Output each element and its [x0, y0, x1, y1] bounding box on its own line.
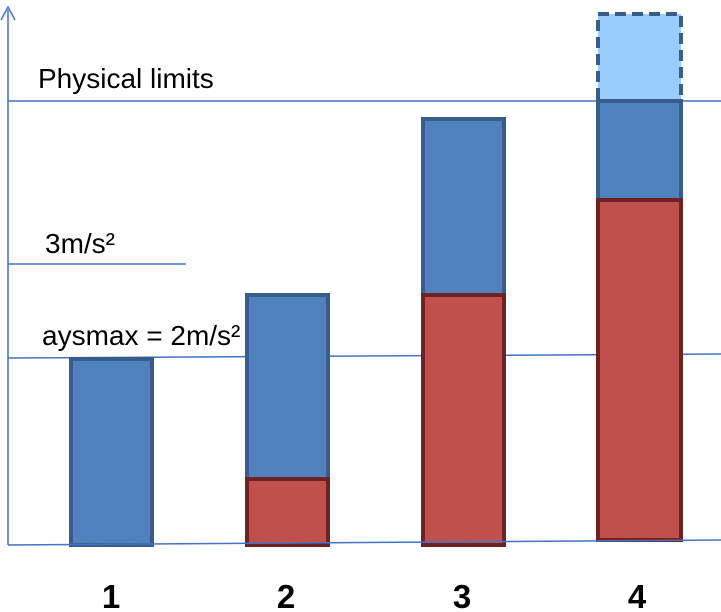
bar-4-light-segment [596, 12, 683, 103]
x-axis [7, 539, 721, 546]
bar-2-blue-segment [245, 293, 330, 481]
category-label-3: 3 [453, 578, 471, 612]
bar-2-red-segment [245, 477, 330, 547]
category-label-1: 1 [102, 578, 120, 612]
bar-3-red-segment [421, 293, 506, 547]
bar-4-blue-segment [596, 99, 683, 202]
bar-4-red-segment [596, 198, 683, 542]
physical-limits-label: Physical limits [38, 63, 214, 94]
category-label-2: 2 [277, 578, 295, 612]
aysmax-label: aysmax = 2m/s² [42, 320, 240, 351]
y-axis-arrowhead [0, 5, 16, 21]
category-label-4: 4 [628, 578, 647, 612]
mid-level-label: 3m/s² [45, 228, 115, 259]
bar-3-blue-segment [421, 117, 506, 297]
bar-1-blue-segment [69, 357, 154, 547]
